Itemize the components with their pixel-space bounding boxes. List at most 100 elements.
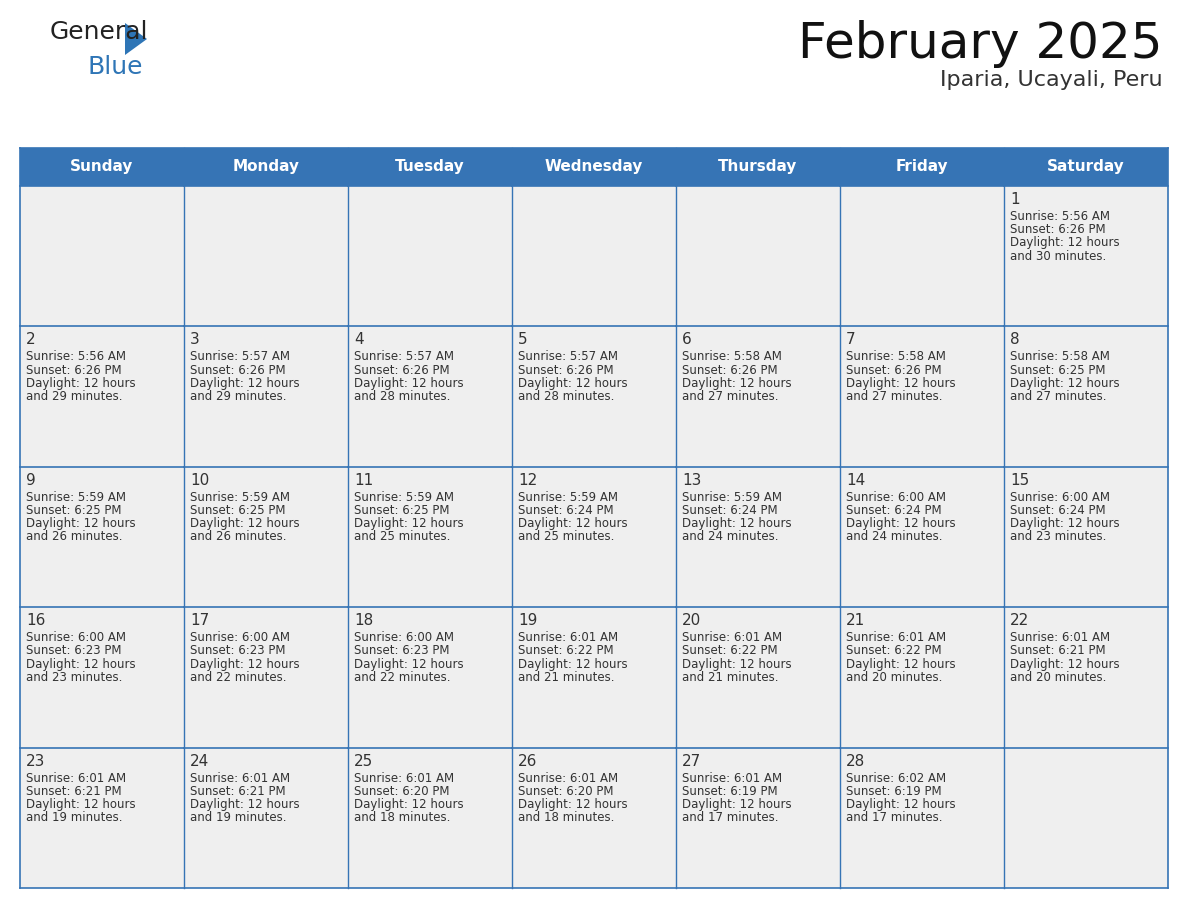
Text: and 24 minutes.: and 24 minutes. <box>682 531 778 543</box>
Text: and 25 minutes.: and 25 minutes. <box>354 531 450 543</box>
Bar <box>840 327 1004 466</box>
Text: Thursday: Thursday <box>719 160 797 174</box>
Text: Daylight: 12 hours: Daylight: 12 hours <box>846 376 955 390</box>
Bar <box>840 747 1004 888</box>
Text: February 2025: February 2025 <box>798 20 1163 68</box>
Text: Sunrise: 5:57 AM: Sunrise: 5:57 AM <box>190 351 290 364</box>
Text: and 22 minutes.: and 22 minutes. <box>354 671 450 684</box>
Text: Sunset: 6:20 PM: Sunset: 6:20 PM <box>518 785 613 798</box>
Text: Sunset: 6:23 PM: Sunset: 6:23 PM <box>354 644 449 657</box>
Text: Daylight: 12 hours: Daylight: 12 hours <box>26 657 135 670</box>
Text: Sunrise: 6:00 AM: Sunrise: 6:00 AM <box>1010 491 1110 504</box>
Text: 13: 13 <box>682 473 701 487</box>
Text: Sunset: 6:25 PM: Sunset: 6:25 PM <box>354 504 449 517</box>
Text: Sunrise: 5:59 AM: Sunrise: 5:59 AM <box>26 491 126 504</box>
Bar <box>184 186 348 327</box>
Text: and 26 minutes.: and 26 minutes. <box>190 531 286 543</box>
Text: Sunset: 6:26 PM: Sunset: 6:26 PM <box>846 364 942 376</box>
Text: 16: 16 <box>26 613 45 628</box>
Text: Daylight: 12 hours: Daylight: 12 hours <box>1010 376 1119 390</box>
Text: and 19 minutes.: and 19 minutes. <box>190 812 286 824</box>
Text: Sunset: 6:26 PM: Sunset: 6:26 PM <box>682 364 778 376</box>
Text: Daylight: 12 hours: Daylight: 12 hours <box>846 517 955 531</box>
Bar <box>840 186 1004 327</box>
Text: 8: 8 <box>1010 332 1019 347</box>
Text: Sunset: 6:26 PM: Sunset: 6:26 PM <box>26 364 121 376</box>
Text: Sunset: 6:21 PM: Sunset: 6:21 PM <box>26 785 121 798</box>
Text: and 20 minutes.: and 20 minutes. <box>846 671 942 684</box>
Text: Daylight: 12 hours: Daylight: 12 hours <box>682 517 791 531</box>
Text: Monday: Monday <box>233 160 299 174</box>
Text: Sunrise: 5:59 AM: Sunrise: 5:59 AM <box>682 491 782 504</box>
Text: Sunset: 6:26 PM: Sunset: 6:26 PM <box>354 364 449 376</box>
Text: 19: 19 <box>518 613 537 628</box>
Bar <box>348 466 512 607</box>
Bar <box>20 148 1168 186</box>
Text: Sunrise: 5:56 AM: Sunrise: 5:56 AM <box>26 351 126 364</box>
Text: Sunset: 6:21 PM: Sunset: 6:21 PM <box>1010 644 1106 657</box>
Text: 9: 9 <box>26 473 36 487</box>
Bar <box>184 607 348 747</box>
Text: Daylight: 12 hours: Daylight: 12 hours <box>354 376 463 390</box>
Text: Daylight: 12 hours: Daylight: 12 hours <box>354 798 463 811</box>
Bar <box>20 327 184 466</box>
Text: Daylight: 12 hours: Daylight: 12 hours <box>26 517 135 531</box>
Text: Sunrise: 6:01 AM: Sunrise: 6:01 AM <box>518 772 618 785</box>
Text: 27: 27 <box>682 754 701 768</box>
Text: Sunrise: 6:01 AM: Sunrise: 6:01 AM <box>518 632 618 644</box>
Text: Sunset: 6:24 PM: Sunset: 6:24 PM <box>1010 504 1106 517</box>
Bar <box>348 607 512 747</box>
Text: Sunrise: 5:57 AM: Sunrise: 5:57 AM <box>518 351 618 364</box>
Bar <box>1004 186 1168 327</box>
Text: Sunset: 6:19 PM: Sunset: 6:19 PM <box>682 785 778 798</box>
Text: Sunset: 6:25 PM: Sunset: 6:25 PM <box>1010 364 1106 376</box>
Text: Daylight: 12 hours: Daylight: 12 hours <box>518 517 627 531</box>
Text: Blue: Blue <box>88 55 144 79</box>
Text: and 18 minutes.: and 18 minutes. <box>354 812 450 824</box>
Text: Sunrise: 6:01 AM: Sunrise: 6:01 AM <box>682 772 782 785</box>
Bar <box>512 186 676 327</box>
Text: and 18 minutes.: and 18 minutes. <box>518 812 614 824</box>
Text: Sunset: 6:22 PM: Sunset: 6:22 PM <box>518 644 614 657</box>
Bar <box>512 466 676 607</box>
Bar <box>348 747 512 888</box>
Text: and 27 minutes.: and 27 minutes. <box>682 390 778 403</box>
Text: Daylight: 12 hours: Daylight: 12 hours <box>682 376 791 390</box>
Text: Sunrise: 6:02 AM: Sunrise: 6:02 AM <box>846 772 946 785</box>
Text: Sunrise: 6:00 AM: Sunrise: 6:00 AM <box>846 491 946 504</box>
Text: 26: 26 <box>518 754 537 768</box>
Text: 28: 28 <box>846 754 865 768</box>
Text: Sunrise: 5:58 AM: Sunrise: 5:58 AM <box>682 351 782 364</box>
Text: Sunrise: 6:01 AM: Sunrise: 6:01 AM <box>846 632 946 644</box>
Text: and 29 minutes.: and 29 minutes. <box>26 390 122 403</box>
Text: and 28 minutes.: and 28 minutes. <box>518 390 614 403</box>
Text: Daylight: 12 hours: Daylight: 12 hours <box>846 798 955 811</box>
Bar <box>184 327 348 466</box>
Text: and 19 minutes.: and 19 minutes. <box>26 812 122 824</box>
Bar <box>512 327 676 466</box>
Text: Sunrise: 6:00 AM: Sunrise: 6:00 AM <box>354 632 454 644</box>
Bar <box>1004 327 1168 466</box>
Text: Sunrise: 6:00 AM: Sunrise: 6:00 AM <box>26 632 126 644</box>
Text: Sunset: 6:24 PM: Sunset: 6:24 PM <box>518 504 614 517</box>
Text: Daylight: 12 hours: Daylight: 12 hours <box>518 798 627 811</box>
Text: and 27 minutes.: and 27 minutes. <box>1010 390 1106 403</box>
Text: 6: 6 <box>682 332 691 347</box>
Bar <box>676 747 840 888</box>
Text: General: General <box>50 20 148 44</box>
Text: 20: 20 <box>682 613 701 628</box>
Text: 3: 3 <box>190 332 200 347</box>
Text: Daylight: 12 hours: Daylight: 12 hours <box>1010 657 1119 670</box>
Bar <box>20 747 184 888</box>
Bar <box>1004 466 1168 607</box>
Text: 15: 15 <box>1010 473 1029 487</box>
Bar <box>20 186 184 327</box>
Text: Wednesday: Wednesday <box>545 160 643 174</box>
Bar <box>348 327 512 466</box>
Bar <box>676 466 840 607</box>
Text: Sunset: 6:24 PM: Sunset: 6:24 PM <box>682 504 778 517</box>
Text: Sunrise: 6:01 AM: Sunrise: 6:01 AM <box>354 772 454 785</box>
Bar <box>20 607 184 747</box>
Text: Sunrise: 5:59 AM: Sunrise: 5:59 AM <box>518 491 618 504</box>
Bar <box>840 607 1004 747</box>
